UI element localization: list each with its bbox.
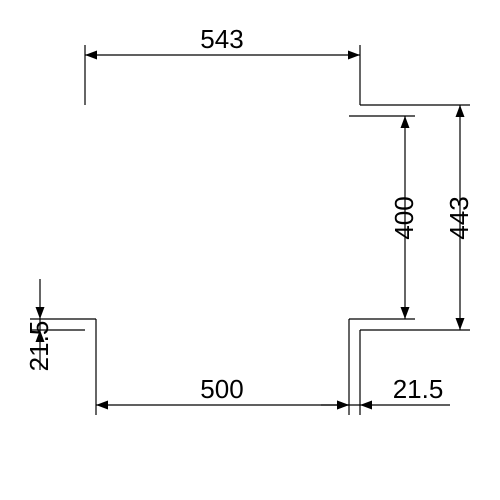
drain-circle	[192, 150, 252, 210]
dimension-label: 21.5	[393, 374, 444, 404]
dimension-label: 400	[389, 196, 419, 239]
dimension-label: 543	[200, 24, 243, 54]
sink-bowl	[96, 116, 349, 319]
sink-outer	[85, 105, 360, 330]
dimension-label: 443	[444, 196, 474, 239]
dimension-label: 21.5	[24, 321, 54, 372]
dimension-drawing: 543 400 443 500 21.5 21.5	[0, 0, 500, 500]
dimension-label: 500	[200, 374, 243, 404]
